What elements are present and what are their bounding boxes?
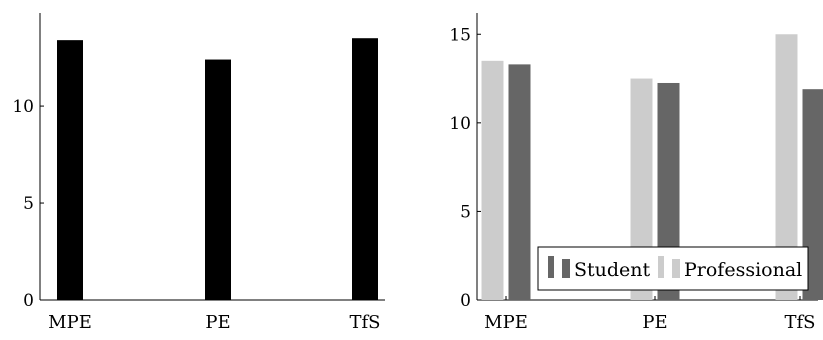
bar-student bbox=[657, 82, 680, 300]
left-chart-category-label: MPE bbox=[48, 312, 92, 333]
left-bar-chart: 0 5 10 MPE PE TfS bbox=[12, 13, 385, 333]
right-chart-category-label: PE bbox=[642, 312, 667, 333]
legend-label: Professional bbox=[684, 259, 802, 281]
legend-swatch-student bbox=[562, 259, 570, 278]
right-chart-y-tick-label: 15 bbox=[449, 25, 471, 45]
legend-swatch-professional bbox=[658, 256, 664, 278]
bar bbox=[205, 59, 231, 300]
bar-professional bbox=[775, 34, 798, 301]
bar-student bbox=[508, 64, 531, 300]
legend: Student Professional bbox=[537, 246, 809, 291]
left-chart-category-label: PE bbox=[205, 312, 230, 333]
right-chart-y-tick-label: 0 bbox=[460, 291, 471, 311]
bar bbox=[352, 38, 378, 300]
left-chart-y-tick-label: 0 bbox=[23, 291, 34, 311]
legend-swatch-professional bbox=[672, 259, 680, 278]
right-chart-y-tick-label: 5 bbox=[460, 202, 471, 222]
bar bbox=[57, 40, 83, 300]
left-chart-category-label: TfS bbox=[350, 312, 381, 333]
bar-professional bbox=[630, 78, 653, 301]
bar-professional bbox=[481, 60, 504, 301]
left-chart-y-tick-label: 10 bbox=[12, 97, 34, 117]
legend-label: Student bbox=[574, 259, 651, 281]
right-chart-y-tick-label: 10 bbox=[449, 114, 471, 134]
right-chart-category-label: MPE bbox=[484, 312, 528, 333]
right-chart-category-label: TfS bbox=[785, 312, 816, 333]
legend-swatch-student bbox=[548, 256, 554, 278]
right-grouped-bar-chart: 0 5 10 15 MPE PE TfS Student Professional bbox=[449, 13, 823, 333]
left-chart-y-tick-label: 5 bbox=[23, 194, 34, 214]
